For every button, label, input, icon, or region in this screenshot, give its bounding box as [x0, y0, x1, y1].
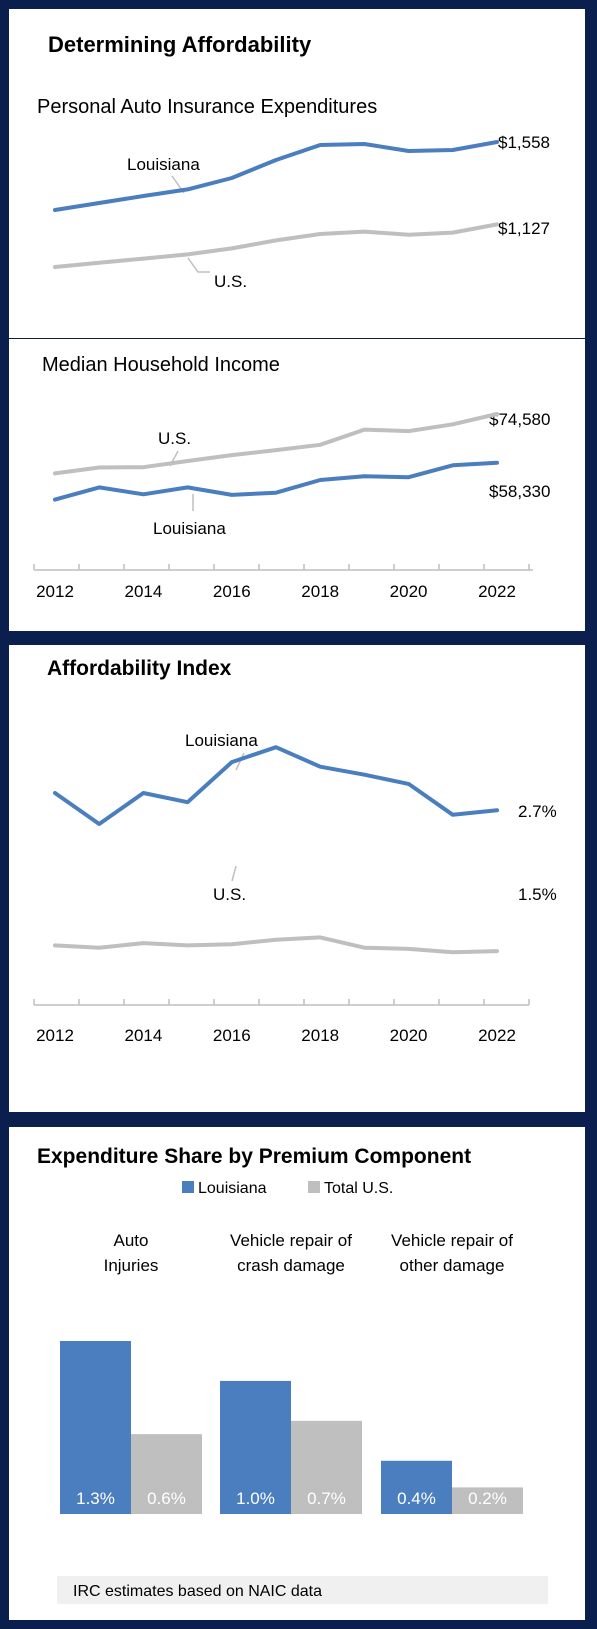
component-title: Expenditure Share by Premium Component: [37, 1145, 471, 1168]
category-label-line: crash damage: [237, 1256, 345, 1275]
legend-swatch-louisiana: [182, 1181, 194, 1193]
us-end-label: $74,580: [489, 410, 550, 429]
x-tick-label: 2016: [213, 582, 251, 601]
legend-label-total-us: Total U.S.: [324, 1180, 393, 1197]
category-label-line: Vehicle repair of: [391, 1231, 513, 1250]
income-title: Median Household Income: [42, 354, 280, 376]
source-note: IRC estimates based on NAIC data: [73, 1583, 322, 1600]
category-label-line: Vehicle repair of: [230, 1231, 352, 1250]
us-series-label: U.S.: [214, 272, 247, 291]
louisiana-end-label: $1,558: [498, 133, 550, 152]
louisiana-bar: [381, 1460, 452, 1514]
us-series-label: U.S.: [158, 429, 191, 448]
expenditures-chart: Louisiana U.S. $1,558 $1,127: [53, 133, 550, 291]
louisiana-series-label: Louisiana: [127, 155, 200, 174]
index-title: Affordability Index: [47, 657, 232, 680]
legend-swatch-total-us: [308, 1181, 320, 1193]
category-label-line: Injuries: [104, 1256, 159, 1275]
component-chart: Louisiana Total U.S. Auto Injuries Vehic…: [57, 1180, 548, 1604]
us-end-label: 1.5%: [518, 885, 557, 904]
index-chart: Louisiana U.S. 2.7% 1.5% 2012 2014 2016 201…: [33, 731, 557, 1045]
x-tick-label: 2018: [301, 582, 339, 601]
total-u-s--bar: [131, 1434, 202, 1514]
louisiana-label-leader: [235, 752, 245, 771]
louisiana-bar: [60, 1341, 131, 1514]
x-tick-label: 2016: [213, 1026, 251, 1045]
louisiana-bar-value-label: 0.4%: [397, 1489, 436, 1508]
total-u-s--bar-value-label: 0.7%: [307, 1489, 346, 1508]
x-tick-label: 2012: [36, 1026, 74, 1045]
x-tick-label: 2014: [124, 582, 162, 601]
u-s--line: [53, 412, 499, 476]
category-label-line: other damage: [400, 1256, 505, 1275]
u-s--line: [53, 222, 499, 269]
total-u-s--bar-value-label: 0.6%: [147, 1489, 186, 1508]
u-s--line: [53, 935, 499, 955]
louisiana-line: [53, 140, 499, 212]
page-title: Determining Affordability: [48, 32, 312, 57]
louisiana-series-label: Louisiana: [153, 519, 226, 538]
expenditures-title: Personal Auto Insurance Expenditures: [37, 96, 377, 118]
louisiana-line: [53, 745, 499, 826]
louisiana-series-label: Louisiana: [185, 731, 258, 750]
affordability-panel: [9, 9, 585, 631]
x-tick-label: 2020: [390, 1026, 428, 1045]
louisiana-bar: [220, 1380, 291, 1514]
us-label-leader: [231, 865, 237, 882]
panel-divider: [9, 338, 585, 339]
louisiana-end-label: 2.7%: [518, 802, 557, 821]
x-tick-label: 2022: [478, 582, 516, 601]
source-note-box: [57, 1576, 548, 1604]
category-label-line: Auto: [114, 1231, 149, 1250]
louisiana-end-label: $58,330: [489, 482, 550, 501]
us-label-leader: [187, 257, 210, 273]
louisiana-bar-value-label: 1.0%: [236, 1489, 275, 1508]
x-tick-label: 2014: [124, 1026, 162, 1045]
x-tick-label: 2012: [36, 582, 74, 601]
louisiana-bar-value-label: 1.3%: [76, 1489, 115, 1508]
total-u-s--bar: [291, 1420, 362, 1514]
index-panel: [9, 645, 585, 1112]
us-end-label: $1,127: [498, 219, 550, 238]
income-chart: U.S. Louisiana $74,580 $58,330 2012 2014 2…: [33, 410, 550, 601]
legend-label-louisiana: Louisiana: [198, 1180, 267, 1197]
total-u-s--bar-value-label: 0.2%: [468, 1489, 507, 1508]
x-tick-label: 2022: [478, 1026, 516, 1045]
louisiana-line: [53, 460, 499, 502]
us-series-label: U.S.: [213, 885, 246, 904]
total-u-s--bar: [452, 1487, 523, 1514]
x-tick-label: 2018: [301, 1026, 339, 1045]
x-tick-label: 2020: [390, 582, 428, 601]
